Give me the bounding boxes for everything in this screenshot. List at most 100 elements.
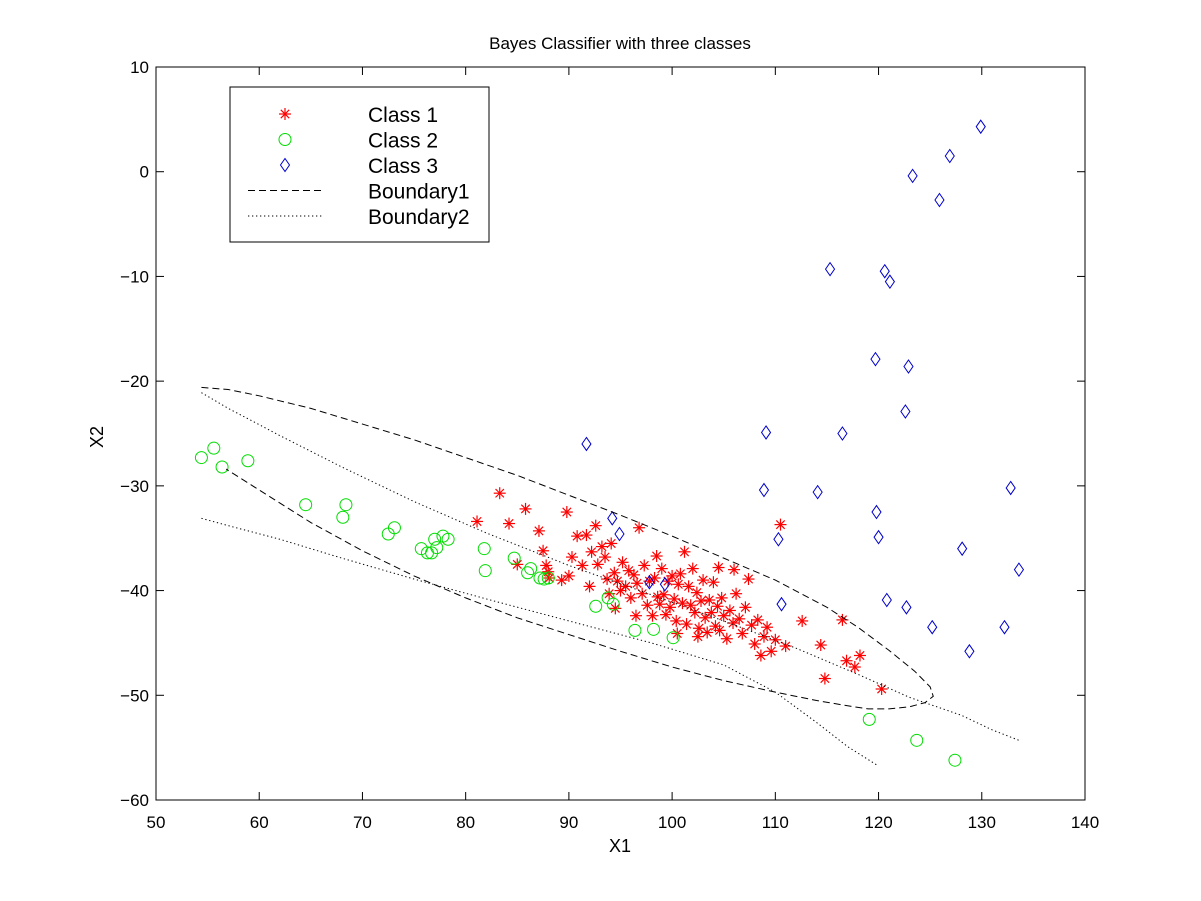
class-2-point [207, 441, 221, 455]
y-tick-label: 10 [130, 58, 149, 77]
class-1-point [840, 654, 853, 667]
class-3-point [1005, 480, 1016, 496]
class-3-point [659, 576, 670, 592]
class-1-point [540, 559, 553, 572]
class-1-point [715, 591, 728, 604]
class-1-point [774, 518, 787, 531]
class-1-point [562, 569, 575, 582]
class-1-point [560, 506, 573, 519]
class-1-point [754, 649, 767, 662]
plot-area [194, 119, 1025, 767]
x-tick-label: 90 [559, 813, 578, 832]
class-1-point [519, 502, 532, 515]
class-2-point [339, 498, 353, 512]
class-3-point [975, 119, 986, 135]
axis-ticks: 50 60 70 80 90 100 110 120 130 140−60−50−40−30−20… [120, 58, 1099, 832]
class-1-point [624, 591, 637, 604]
class-1-point [751, 613, 764, 626]
class-1-point [603, 587, 616, 600]
class-1-point [614, 584, 627, 597]
x-tick-label: 140 [1071, 813, 1099, 832]
class-1-point [609, 602, 622, 615]
series-boundary2 [201, 392, 1020, 766]
class-3-point [614, 526, 625, 542]
boundary2-line [201, 392, 1020, 741]
legend-swatch [278, 133, 292, 146]
class-1-point [638, 559, 651, 572]
x-tick-label: 110 [762, 813, 789, 832]
class-3-point [879, 263, 890, 279]
class-1-point [543, 572, 556, 585]
class-1-point [674, 567, 687, 580]
class-1-point [730, 587, 743, 600]
legend-swatch [279, 108, 291, 120]
class-2-point [862, 712, 876, 726]
y-tick-label: −10 [120, 267, 149, 286]
class-2-point [589, 599, 603, 613]
class-1-point [666, 569, 679, 582]
series-boundary1 [201, 386, 934, 710]
class-3-point [1013, 562, 1025, 578]
y-tick-label: −20 [120, 372, 149, 391]
y-axis-label: X2 [87, 426, 107, 448]
legend-label: Class 3 [368, 155, 438, 178]
class-1-point [555, 574, 568, 587]
class-1-point [692, 622, 705, 635]
x-tick-label: 60 [250, 813, 269, 832]
class-2-point [299, 498, 313, 512]
class-1-point [720, 632, 733, 645]
boundary1-line [201, 386, 934, 710]
class-2-point [606, 597, 620, 611]
class-1-point [493, 487, 506, 500]
class-3-point [760, 425, 772, 440]
class-3-point [944, 148, 955, 164]
axes-frame [155, 66, 1086, 801]
class-1-point [565, 551, 578, 564]
class-3-point [776, 596, 787, 612]
class-1-point [599, 551, 612, 564]
legend-item-class-1: Class 1 [279, 104, 438, 127]
class-1-point [769, 633, 782, 646]
class-3-point [837, 426, 848, 441]
class-1-point [585, 545, 598, 558]
class-1-point [668, 592, 681, 605]
class-2-point [241, 454, 255, 468]
class-1-point [646, 609, 659, 622]
class-1-point [601, 573, 614, 586]
class-1-point [682, 580, 695, 593]
class-1-point [848, 661, 861, 674]
class-3-point [607, 510, 618, 526]
class-2-point [428, 532, 442, 546]
class-1-point [779, 640, 792, 653]
chart-title: Bayes Classifier with three classes [489, 34, 751, 53]
class-2-point [387, 521, 401, 535]
class-3-point [964, 643, 975, 659]
class-3-point [884, 274, 896, 290]
class-3-point [644, 574, 655, 590]
class-2-point [478, 564, 492, 578]
class-1-point [589, 519, 602, 532]
class-3-point [581, 436, 592, 452]
class-1-point [571, 530, 584, 543]
x-tick-label: 120 [864, 813, 892, 832]
class-1-point [664, 601, 677, 614]
class-3-point [871, 504, 882, 520]
class-1-point [690, 586, 703, 599]
class-1-point [591, 558, 604, 571]
class-2-point [666, 631, 680, 645]
class-1-point [619, 580, 632, 593]
class-1-point [757, 630, 770, 643]
class-1-point [818, 672, 831, 685]
class-1-point [711, 600, 724, 613]
class-1-point [641, 599, 654, 612]
class-2-point [524, 562, 538, 576]
class-1-point [739, 601, 752, 614]
legend-item-boundary2: Boundary2 [248, 206, 470, 229]
class-2-point [215, 460, 229, 474]
class-1-point [697, 574, 710, 587]
x-tick-label: 130 [968, 813, 996, 832]
class-1-point [695, 595, 708, 608]
class-3-point [927, 619, 938, 635]
class-1-point [796, 614, 809, 627]
